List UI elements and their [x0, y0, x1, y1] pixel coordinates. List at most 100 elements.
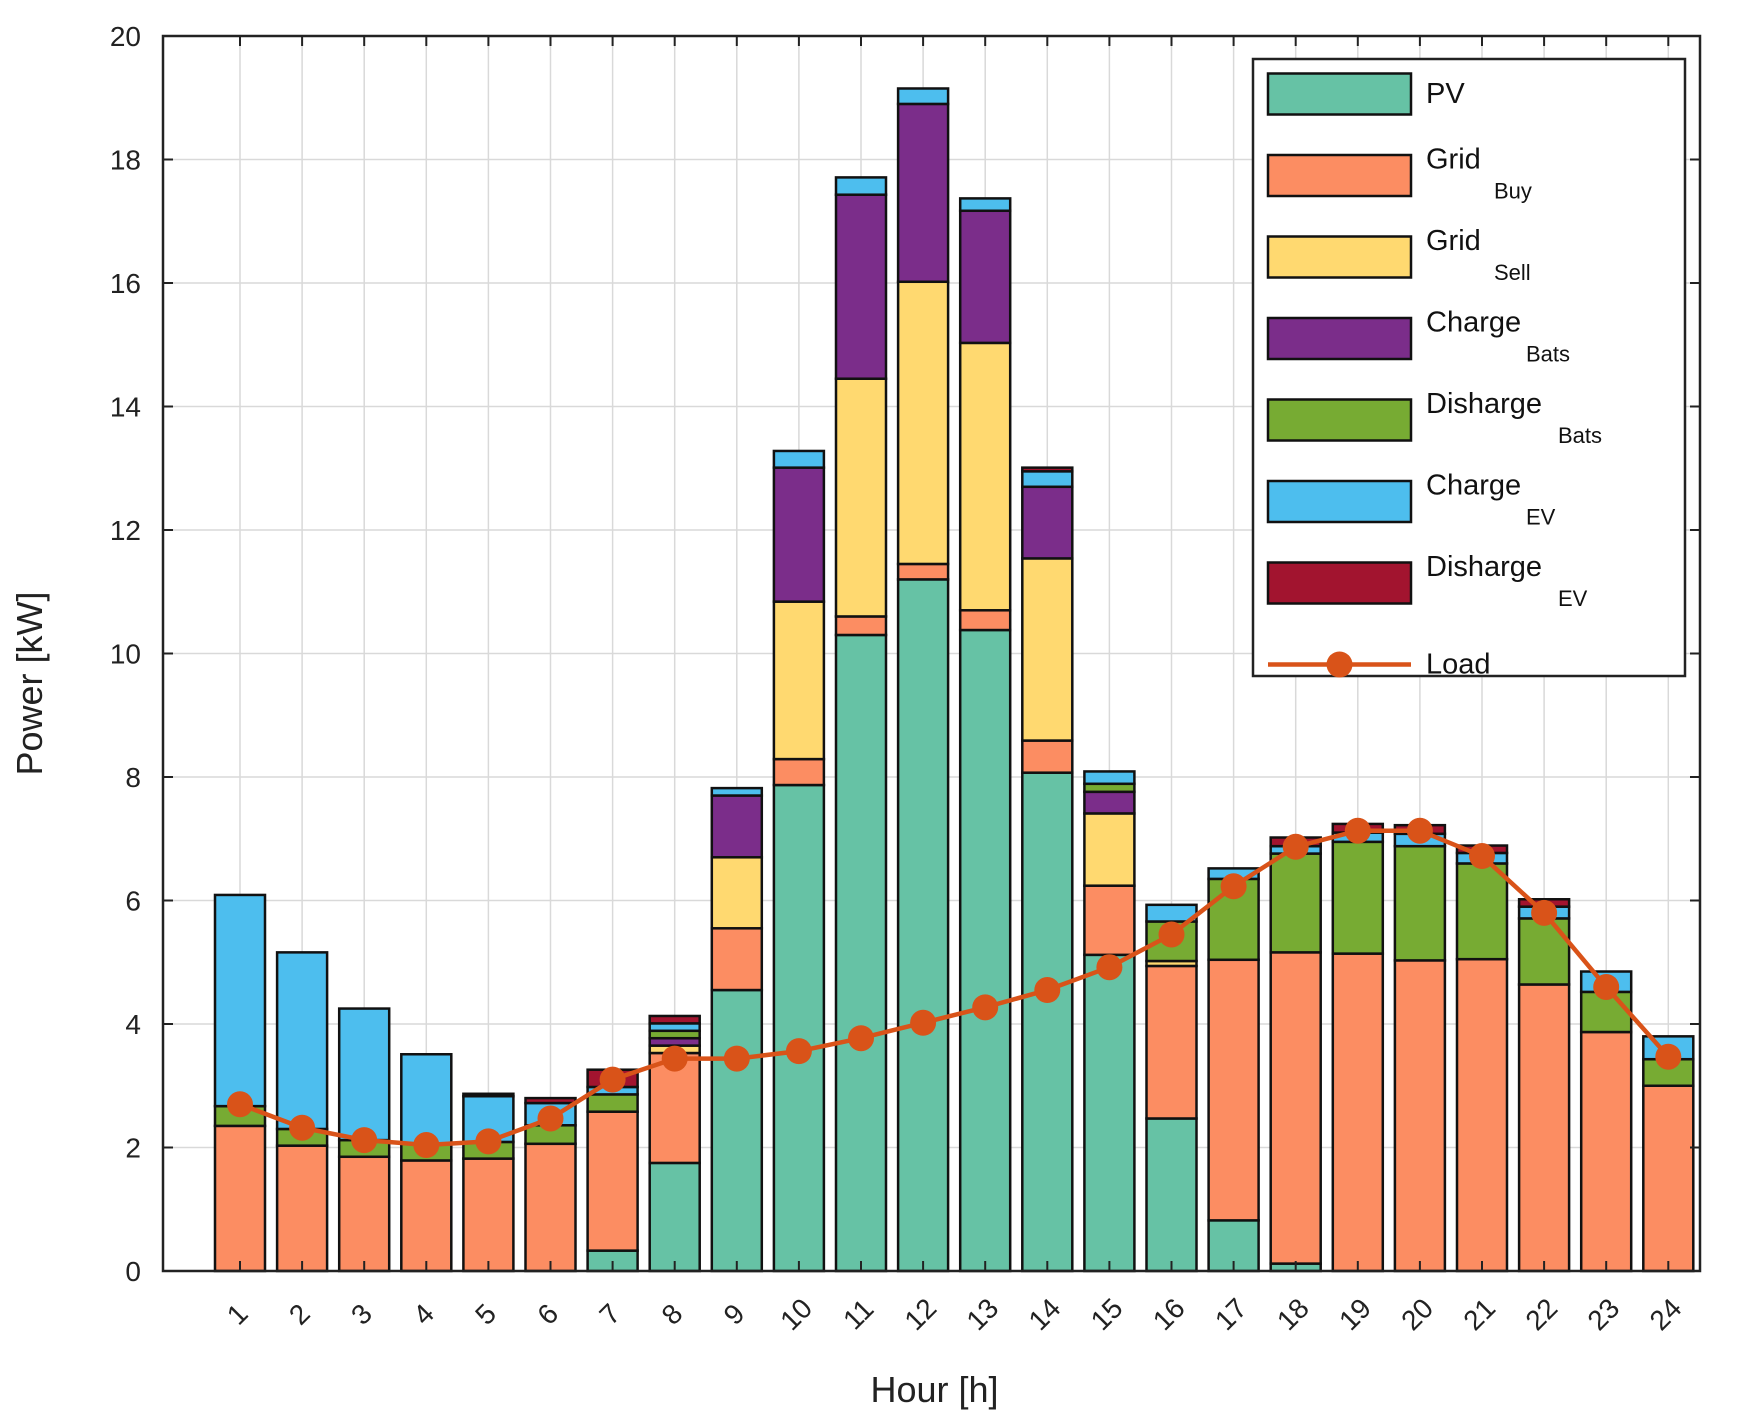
bar-grid-buy-h24 — [1642, 1084, 1695, 1273]
x-tick-label: 13 — [961, 1292, 1005, 1336]
load-line — [239, 828, 1670, 1148]
load-line-group — [227, 817, 1682, 1159]
bar-charge-bats-h12 — [896, 102, 950, 284]
load-marker-h1 — [227, 1091, 253, 1118]
legend: PVGridBuyGridSellChargeBatsDishargeBatsC… — [1251, 57, 1687, 681]
y-tick-label: 14 — [110, 392, 141, 423]
legend-swatch-charge-ev — [1266, 479, 1413, 524]
bar-disharge-bats-h7 — [586, 1093, 639, 1113]
legend-swatch-disharge-bats — [1266, 398, 1413, 442]
bar-grid-sell-h14 — [1021, 557, 1074, 742]
x-tick-label: 8 — [656, 1298, 689, 1331]
bar-grid-buy-h14 — [1021, 739, 1074, 774]
load-marker-h16 — [1158, 921, 1185, 948]
load-marker-h3 — [351, 1127, 378, 1154]
y-tick-label: 16 — [110, 268, 141, 299]
load-marker-h19 — [1344, 817, 1371, 844]
bar-charge-ev-h13 — [958, 197, 1012, 213]
load-marker-h5 — [475, 1128, 502, 1155]
load-marker-h8 — [661, 1045, 688, 1072]
bar-charge-ev-h9 — [710, 786, 764, 797]
bar-pv-h12 — [896, 578, 950, 1273]
x-tick-label: 15 — [1085, 1292, 1129, 1336]
x-tick-label: 21 — [1457, 1292, 1501, 1336]
bar-grid-buy-h1 — [213, 1124, 267, 1273]
load-marker-h22 — [1531, 899, 1558, 926]
bar-charge-ev-h15 — [1083, 770, 1136, 786]
y-tick-label: 10 — [110, 639, 141, 670]
y-axis-ticks: 0 2 4 6 8 10 12 14 16 18 20 — [110, 21, 1700, 1287]
legend-sub-disharge-bats: Bats — [1558, 423, 1602, 448]
legend-label-disharge-bats: Disharge — [1426, 388, 1542, 420]
bar-grid-sell-h11 — [834, 377, 888, 618]
load-marker-h14 — [1034, 977, 1061, 1004]
load-marker-h20 — [1406, 817, 1433, 844]
bar-grid-sell-h12 — [896, 280, 950, 566]
bar-grid-sell-h15 — [1083, 812, 1136, 887]
bar-pv-h10 — [772, 783, 826, 1273]
bar-charge-bats-h13 — [958, 209, 1012, 345]
legend-swatch-grid-buy — [1266, 153, 1413, 198]
bar-charge-ev-h4 — [400, 1053, 453, 1146]
y-axis-title: Power [kW] — [9, 591, 50, 775]
load-marker-h15 — [1096, 954, 1123, 981]
x-tick-label: 3 — [345, 1298, 378, 1331]
bar-charge-ev-h3 — [337, 1007, 391, 1142]
x-tick-label: 4 — [407, 1298, 440, 1331]
y-tick-label: 6 — [125, 886, 141, 917]
bar-grid-buy-h11 — [834, 615, 888, 637]
bar-grid-buy-h23 — [1579, 1030, 1633, 1273]
legend-label-pv: PV — [1426, 78, 1465, 110]
legend-swatch-charge-bats — [1266, 316, 1413, 361]
x-tick-label: 16 — [1147, 1292, 1191, 1336]
legend-swatch-disharge-ev — [1266, 561, 1413, 605]
load-marker-h13 — [972, 994, 999, 1021]
load-marker-h11 — [848, 1025, 874, 1052]
y-tick-label: 8 — [125, 762, 141, 793]
x-tick-label: 7 — [593, 1298, 626, 1331]
legend-sub-grid-sell: Sell — [1494, 260, 1531, 285]
legend-marker-load — [1326, 651, 1353, 678]
legend-label-disharge-ev: Disharge — [1426, 551, 1542, 583]
x-tick-label: 17 — [1209, 1292, 1253, 1336]
bar-grid-buy-h15 — [1083, 884, 1136, 957]
bar-grid-sell-h9 — [710, 856, 764, 930]
bar-grid-buy-h13 — [958, 609, 1012, 632]
bar-charge-ev-h11 — [834, 176, 888, 196]
bar-disharge-bats-h22 — [1517, 917, 1571, 986]
bar-grid-buy-h21 — [1455, 957, 1509, 1273]
bar-grid-buy-h16 — [1145, 964, 1198, 1120]
bar-grid-sell-h10 — [772, 600, 826, 761]
bar-disharge-ev-h5 — [462, 1092, 515, 1098]
load-marker-h10 — [785, 1038, 812, 1065]
bar-charge-bats-h15 — [1083, 790, 1136, 815]
bar-grid-buy-h3 — [337, 1155, 391, 1273]
bar-charge-ev-h14 — [1021, 470, 1074, 489]
y-tick-label: 20 — [110, 21, 141, 52]
bar-grid-buy-h5 — [462, 1157, 515, 1273]
load-marker-h18 — [1282, 833, 1309, 860]
bar-pv-h13 — [958, 628, 1012, 1273]
x-tick-label: 10 — [774, 1292, 818, 1336]
x-tick-label: 18 — [1271, 1292, 1315, 1336]
x-axis-title: Hour [h] — [870, 1369, 998, 1410]
legend-sub-grid-buy: Buy — [1494, 179, 1532, 204]
load-marker-h23 — [1593, 973, 1620, 1000]
load-marker-h24 — [1655, 1043, 1682, 1070]
bar-charge-bats-h9 — [710, 794, 764, 859]
bar-grid-buy-h20 — [1393, 959, 1447, 1273]
y-tick-label: 12 — [110, 515, 141, 546]
load-marker-h21 — [1469, 843, 1495, 870]
legend-label-grid-sell: Grid — [1426, 225, 1481, 257]
bar-grid-buy-h6 — [524, 1142, 577, 1273]
bar-charge-ev-h10 — [772, 449, 826, 469]
bar-grid-buy-h4 — [400, 1159, 453, 1273]
bar-disharge-ev-h14 — [1021, 466, 1074, 473]
x-tick-label: 14 — [1023, 1292, 1067, 1336]
x-tick-label: 9 — [718, 1298, 751, 1331]
bar-grid-buy-h7 — [586, 1110, 639, 1252]
x-tick-label: 19 — [1333, 1292, 1377, 1336]
x-tick-label: 12 — [898, 1292, 942, 1336]
x-tick-label: 6 — [531, 1298, 564, 1331]
legend-label-grid-buy: Grid — [1426, 144, 1481, 176]
